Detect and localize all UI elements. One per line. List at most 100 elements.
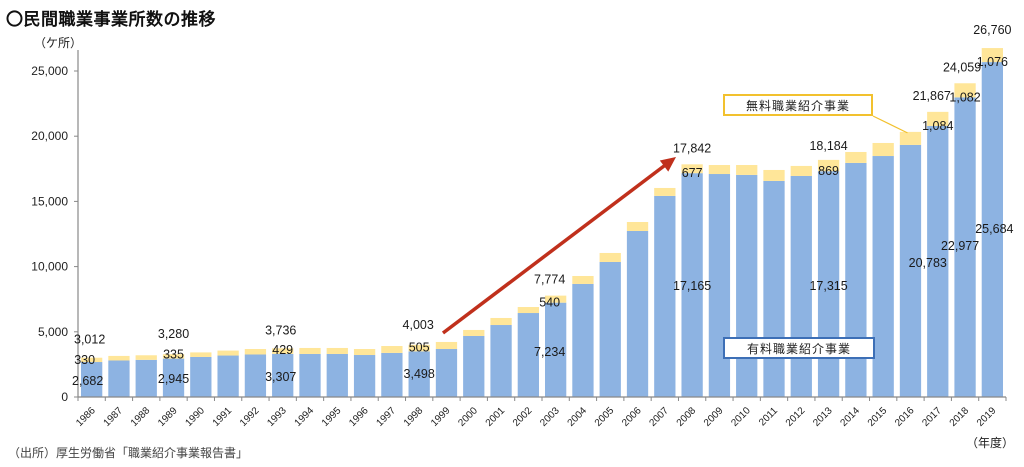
total-label-2017: 21,867 xyxy=(913,89,951,103)
bar-paid-1992 xyxy=(244,354,267,397)
x-tick-label: 1999 xyxy=(429,405,453,429)
y-tick-label: 0 xyxy=(61,390,68,404)
x-tick-label: 2008 xyxy=(675,405,699,429)
x-tick-label: 2010 xyxy=(729,405,753,429)
x-tick-label: 1989 xyxy=(156,405,180,429)
x-tick-label: 2000 xyxy=(456,405,480,429)
paid-label-2008: 17,165 xyxy=(673,279,711,293)
chart-title: 〇民間職業事業所数の推移 xyxy=(6,10,216,30)
free-label-1993: 429 xyxy=(272,343,293,357)
bar-free-2012 xyxy=(790,165,812,176)
paid-label-2003: 7,234 xyxy=(534,345,565,359)
x-tick-label: 1998 xyxy=(402,405,426,429)
total-label-2018: 24,059 xyxy=(943,60,981,74)
x-tick-label: 2016 xyxy=(893,405,917,429)
bar-paid-2010 xyxy=(736,174,758,397)
bar-paid-1987 xyxy=(108,360,130,397)
free-label-2017: 1,084 xyxy=(922,119,953,133)
source-note: （出所）厚生労働省「職業紹介事業報告書」 xyxy=(8,446,249,460)
bar-free-1992 xyxy=(244,349,267,355)
x-tick-label: 1994 xyxy=(293,405,317,429)
x-tick-label: 2009 xyxy=(702,405,726,429)
bar-paid-2002 xyxy=(517,313,539,397)
total-label-2013: 18,184 xyxy=(809,139,847,153)
bar-free-2016 xyxy=(899,131,922,145)
paid-label-1998: 3,498 xyxy=(404,367,435,381)
x-tick-label: 2006 xyxy=(620,405,644,429)
bar-free-1991 xyxy=(217,350,239,356)
x-tick-label: 2003 xyxy=(538,405,562,429)
x-tick-label: 2014 xyxy=(838,405,862,429)
total-label-1998: 4,003 xyxy=(403,318,434,332)
bar-paid-2018 xyxy=(954,97,976,398)
free-label-1989: 335 xyxy=(163,348,184,362)
total-label-1993: 3,736 xyxy=(265,323,296,337)
x-axis-unit-label: （年度） xyxy=(966,436,1015,450)
bar-paid-1986 xyxy=(81,362,103,397)
paid-label-2018: 22,977 xyxy=(941,239,979,253)
bar-paid-2016 xyxy=(899,144,922,397)
bar-free-2004 xyxy=(572,275,594,284)
y-tick-label: 15,000 xyxy=(31,194,68,208)
x-tick-label: 1993 xyxy=(265,405,289,429)
bar-free-2015 xyxy=(872,142,894,157)
bar-free-2001 xyxy=(490,317,512,326)
x-tick-label: 2013 xyxy=(811,405,835,429)
bar-free-2018 xyxy=(954,83,976,98)
bar-paid-2014 xyxy=(845,162,867,397)
free-label-2003: 540 xyxy=(539,296,560,310)
free-label-1986: 330 xyxy=(74,353,95,367)
paid-label-2013: 17,315 xyxy=(809,279,847,293)
bar-free-2014 xyxy=(845,151,867,163)
bar-free-1997 xyxy=(381,346,403,353)
bar-free-2000 xyxy=(463,329,485,336)
y-tick-label: 10,000 xyxy=(31,260,68,274)
legend-free-leader-line xyxy=(872,115,908,134)
bar-free-1996 xyxy=(353,349,376,356)
bar-paid-1990 xyxy=(190,356,212,397)
paid-label-1993: 3,307 xyxy=(265,370,296,384)
bar-paid-1994 xyxy=(299,353,321,397)
bar-free-2019 xyxy=(981,48,1003,63)
bar-paid-1996 xyxy=(353,355,376,397)
x-tick-label: 1995 xyxy=(320,405,344,429)
legend-free-placement: 無料職業紹介事業 xyxy=(723,94,873,116)
free-label-2018: 1,082 xyxy=(949,90,980,104)
bar-free-2007 xyxy=(654,187,676,196)
y-tick-label: 25,000 xyxy=(31,64,68,78)
legend-paid-placement: 有料職業紹介事業 xyxy=(723,337,875,359)
bar-free-2017 xyxy=(927,111,949,126)
bar-paid-1991 xyxy=(217,355,239,397)
bar-free-2002 xyxy=(517,307,539,314)
trend-arrow-head xyxy=(659,157,676,172)
bar-paid-2000 xyxy=(463,335,485,397)
bar-paid-2009 xyxy=(708,174,731,397)
x-tick-label: 1997 xyxy=(374,405,398,429)
x-tick-label: 2017 xyxy=(920,405,944,429)
y-tick-label: 20,000 xyxy=(31,129,68,143)
bar-free-1993 xyxy=(272,348,294,354)
bar-free-1998 xyxy=(408,344,430,352)
bar-free-2010 xyxy=(736,165,758,175)
bar-free-1990 xyxy=(190,352,212,357)
x-tick-label: 2018 xyxy=(948,405,972,429)
bar-free-1987 xyxy=(108,355,130,361)
bar-paid-2001 xyxy=(490,325,512,397)
total-label-1986: 3,012 xyxy=(74,333,105,347)
bar-paid-1988 xyxy=(135,359,157,397)
bar-paid-2015 xyxy=(872,156,894,397)
bar-paid-1998 xyxy=(408,351,430,397)
bar-free-2008 xyxy=(681,164,703,174)
bar-free-1995 xyxy=(326,347,348,354)
x-tick-label: 2011 xyxy=(757,405,780,428)
bar-free-1999 xyxy=(435,341,458,350)
x-tick-label: 2002 xyxy=(511,405,535,429)
paid-label-1989: 2,945 xyxy=(158,372,189,386)
bar-paid-1993 xyxy=(272,353,294,397)
paid-label-1986: 2,682 xyxy=(72,374,103,388)
x-tick-label: 1992 xyxy=(238,405,262,429)
bar-free-2003 xyxy=(545,295,567,303)
bar-free-2009 xyxy=(708,165,731,175)
bar-free-2013 xyxy=(817,159,840,172)
